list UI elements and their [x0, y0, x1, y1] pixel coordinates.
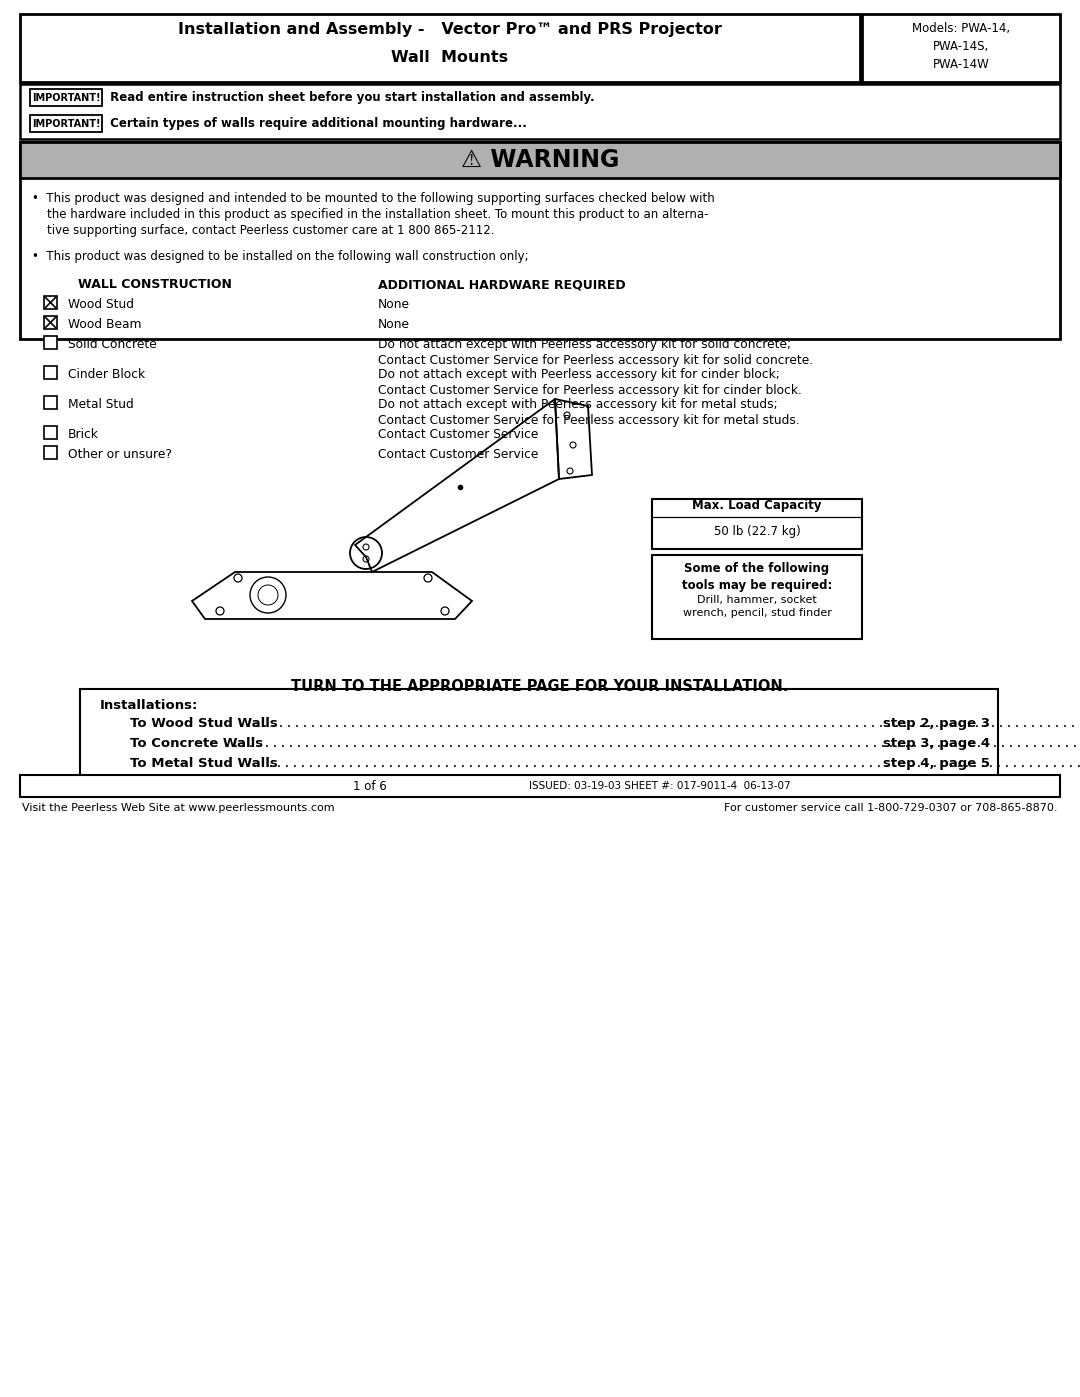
Text: Do not attach except with Peerless accessory kit for metal studs;: Do not attach except with Peerless acces…: [378, 398, 778, 411]
Text: ................................................................................: ........................................…: [239, 717, 1080, 731]
Bar: [30, 89, 102, 106]
Text: Contact Customer Service: Contact Customer Service: [378, 448, 538, 461]
Text: Read entire instruction sheet before you start installation and assembly.: Read entire instruction sheet before you…: [106, 91, 595, 105]
Text: Contact Customer Service for Peerless accessory kit for metal studs.: Contact Customer Service for Peerless ac…: [378, 414, 800, 427]
Bar: [21, 84, 1059, 138]
Text: PWA-14S,: PWA-14S,: [933, 41, 989, 53]
Bar: [862, 14, 1059, 82]
Text: •  This product was designed and intended to be mounted to the following support: • This product was designed and intended…: [32, 191, 715, 205]
Bar: [44, 395, 57, 409]
Text: IMPORTANT!: IMPORTANT!: [31, 94, 100, 103]
Bar: [21, 14, 860, 82]
Text: Wood Stud: Wood Stud: [68, 298, 134, 312]
Bar: [44, 446, 57, 460]
Bar: [652, 555, 862, 638]
Text: Do not attach except with Peerless accessory kit for cinder block;: Do not attach except with Peerless acces…: [378, 367, 780, 381]
Text: •  This product was designed to be installed on the following wall construction : • This product was designed to be instal…: [32, 250, 528, 263]
Bar: [44, 426, 57, 439]
Text: Contact Customer Service: Contact Customer Service: [378, 427, 538, 441]
Bar: [21, 775, 1059, 798]
Text: Installations:: Installations:: [100, 698, 199, 712]
Text: tive supporting surface, contact Peerless customer care at 1 800 865-2112.: tive supporting surface, contact Peerles…: [32, 224, 495, 237]
Bar: [30, 115, 102, 131]
Text: None: None: [378, 319, 410, 331]
Text: step 2, page 3: step 2, page 3: [883, 717, 990, 731]
Bar: [44, 366, 57, 379]
Text: Metal Stud: Metal Stud: [68, 398, 134, 411]
Bar: [21, 142, 1059, 177]
Text: None: None: [378, 298, 410, 312]
Text: Do not attach except with Peerless accessory kit for solid concrete;: Do not attach except with Peerless acces…: [378, 338, 791, 351]
Text: Contact Customer Service for Peerless accessory kit for cinder block.: Contact Customer Service for Peerless ac…: [378, 384, 801, 397]
Text: For customer service call 1-800-729-0307 or 708-865-8870.: For customer service call 1-800-729-0307…: [725, 803, 1058, 813]
Text: ⚠ WARNING: ⚠ WARNING: [461, 148, 619, 172]
Bar: [44, 296, 57, 309]
Bar: [80, 689, 998, 777]
Text: WALL CONSTRUCTION: WALL CONSTRUCTION: [78, 278, 232, 291]
Bar: [21, 142, 1059, 339]
Text: Contact Customer Service for Peerless accessory kit for solid concrete.: Contact Customer Service for Peerless ac…: [378, 353, 813, 367]
Text: Cinder Block: Cinder Block: [68, 367, 145, 381]
Bar: [44, 316, 57, 330]
Text: step 3, page 4: step 3, page 4: [882, 738, 990, 750]
Text: Models: PWA-14,: Models: PWA-14,: [912, 22, 1010, 35]
Text: ISSUED: 03-19-03 SHEET #: 017-9011-4  06-13-07: ISSUED: 03-19-03 SHEET #: 017-9011-4 06-…: [529, 781, 791, 791]
Text: the hardware included in this product as specified in the installation sheet. To: the hardware included in this product as…: [32, 208, 708, 221]
Text: Visit the Peerless Web Site at www.peerlessmounts.com: Visit the Peerless Web Site at www.peerl…: [22, 803, 335, 813]
Text: PWA-14W: PWA-14W: [933, 59, 989, 71]
Text: TURN TO THE APPROPRIATE PAGE FOR YOUR INSTALLATION.: TURN TO THE APPROPRIATE PAGE FOR YOUR IN…: [292, 679, 788, 694]
Text: 1 of 6: 1 of 6: [353, 780, 387, 792]
Text: To Metal Stud Walls: To Metal Stud Walls: [130, 757, 278, 770]
Text: Some of the following
tools may be required:: Some of the following tools may be requi…: [681, 562, 833, 592]
Text: ................................................................................: ........................................…: [232, 738, 1080, 750]
Text: ................................................................................: ........................................…: [244, 757, 1080, 770]
Text: Installation and Assembly -   Vector Pro™ and PRS Projector: Installation and Assembly - Vector Pro™ …: [178, 22, 721, 36]
Text: IMPORTANT!: IMPORTANT!: [31, 119, 100, 129]
Text: Certain types of walls require additional mounting hardware...: Certain types of walls require additiona…: [106, 117, 527, 130]
Bar: [44, 337, 57, 349]
Text: Max. Load Capacity: Max. Load Capacity: [692, 500, 822, 513]
Text: Brick: Brick: [68, 427, 99, 441]
Text: step 4, page 5: step 4, page 5: [883, 757, 990, 770]
Text: To Concrete Walls: To Concrete Walls: [130, 738, 264, 750]
Bar: [652, 499, 862, 549]
Text: Wood Beam: Wood Beam: [68, 319, 141, 331]
Text: Wall  Mounts: Wall Mounts: [391, 50, 509, 66]
Text: To Wood Stud Walls: To Wood Stud Walls: [130, 717, 278, 731]
Text: Drill, hammer, socket
wrench, pencil, stud finder: Drill, hammer, socket wrench, pencil, st…: [683, 595, 832, 619]
Text: 50 lb (22.7 kg): 50 lb (22.7 kg): [714, 524, 800, 538]
Text: ADDITIONAL HARDWARE REQUIRED: ADDITIONAL HARDWARE REQUIRED: [378, 278, 625, 291]
Text: Other or unsure?: Other or unsure?: [68, 448, 172, 461]
Text: Solid Concrete: Solid Concrete: [68, 338, 157, 351]
